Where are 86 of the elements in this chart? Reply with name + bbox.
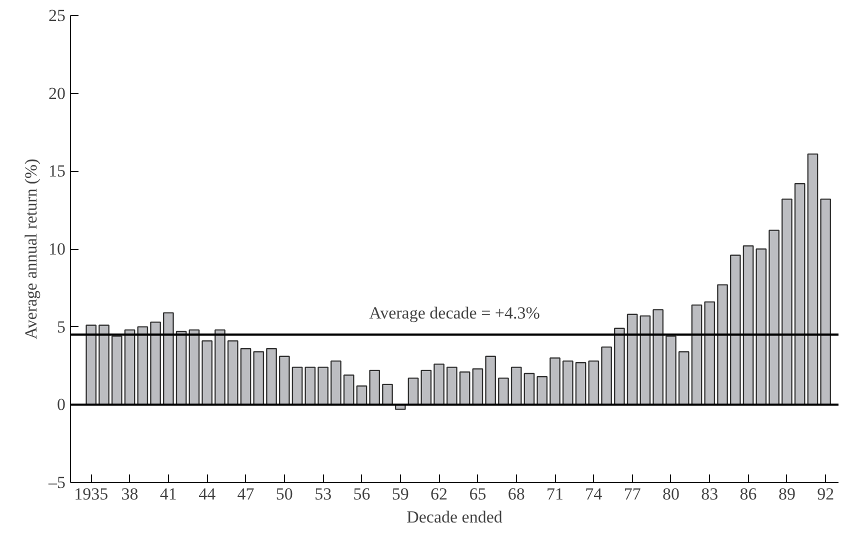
x-tick-label: 38 xyxy=(121,484,138,504)
x-tick-label: 74 xyxy=(585,484,603,504)
bar xyxy=(485,356,496,406)
bar xyxy=(382,384,393,406)
x-tick-label: 86 xyxy=(740,484,757,504)
y-tick-label: 15 xyxy=(48,162,66,181)
y-tick-label: 20 xyxy=(48,84,66,103)
bar xyxy=(614,328,625,406)
bar xyxy=(343,374,354,406)
bar xyxy=(536,376,548,406)
x-tick-label: 65 xyxy=(469,484,486,504)
bar xyxy=(575,362,586,406)
x-tick-label: 50 xyxy=(276,484,293,504)
bar xyxy=(446,366,458,406)
bar xyxy=(214,329,226,406)
bar xyxy=(176,330,187,406)
bar xyxy=(86,324,97,406)
bar xyxy=(704,301,716,406)
ref-line-label: Average decade = +4.3% xyxy=(369,304,540,323)
x-tick-label: 41 xyxy=(160,484,177,504)
y-tick-label: –5 xyxy=(48,473,66,492)
bar xyxy=(188,329,200,406)
y-tick-label: 5 xyxy=(57,317,66,336)
bar xyxy=(782,198,792,406)
bar xyxy=(626,314,638,406)
bar xyxy=(124,329,136,406)
x-tick-label: 77 xyxy=(624,484,642,504)
bar xyxy=(678,351,690,406)
bar xyxy=(408,378,419,406)
bar xyxy=(163,312,174,406)
y-tick-label: 25 xyxy=(48,6,66,25)
bar xyxy=(318,366,328,406)
x-tick-label: 56 xyxy=(353,484,370,504)
bar xyxy=(420,370,432,406)
bar xyxy=(150,322,161,406)
bar xyxy=(137,326,148,406)
bar xyxy=(807,153,818,406)
bar xyxy=(253,351,264,406)
bar xyxy=(666,336,676,406)
y-tick-label: 0 xyxy=(57,395,66,414)
bar xyxy=(601,346,612,406)
bar xyxy=(730,254,741,406)
bar xyxy=(98,324,110,406)
bar xyxy=(756,248,767,406)
bar xyxy=(820,198,832,406)
x-tick-label: 44 xyxy=(198,484,216,504)
x-tick-label: 47 xyxy=(237,484,255,504)
bar xyxy=(742,245,754,406)
x-tick-label: 83 xyxy=(701,484,718,504)
bar xyxy=(111,336,122,406)
bar xyxy=(498,378,509,406)
bar xyxy=(227,340,238,406)
bar xyxy=(292,366,303,406)
bar xyxy=(717,284,728,406)
bar xyxy=(588,360,600,406)
x-axis-title: Decade ended xyxy=(406,508,503,526)
bar xyxy=(768,230,780,406)
bar xyxy=(652,309,664,406)
bar xyxy=(691,304,702,406)
x-tick-label: 59 xyxy=(392,484,409,504)
bar xyxy=(510,366,522,406)
x-tick-label: 89 xyxy=(778,484,796,504)
bar xyxy=(562,360,574,406)
y-tick-label: 10 xyxy=(48,240,66,258)
bar xyxy=(794,183,806,406)
bar xyxy=(550,357,560,406)
x-tick-label: 62 xyxy=(430,484,448,504)
x-tick-label: 68 xyxy=(508,484,525,504)
x-tick-label: 71 xyxy=(546,484,564,504)
bar xyxy=(369,370,380,406)
bar xyxy=(330,360,342,406)
bar xyxy=(278,356,290,406)
bar xyxy=(434,364,444,406)
x-tick-label: 53 xyxy=(314,484,332,504)
bar xyxy=(202,340,213,406)
x-tick-label: 92 xyxy=(817,484,834,504)
x-tick-label: 80 xyxy=(662,484,680,504)
x-tick-label: 1935 xyxy=(74,484,108,504)
bar xyxy=(472,368,484,406)
bar xyxy=(524,372,535,406)
y-axis-title: Average annual return (%) xyxy=(22,158,40,340)
bar xyxy=(640,315,651,406)
bar xyxy=(240,348,252,406)
bar xyxy=(266,348,277,406)
bar xyxy=(304,366,316,406)
bar xyxy=(459,371,470,406)
